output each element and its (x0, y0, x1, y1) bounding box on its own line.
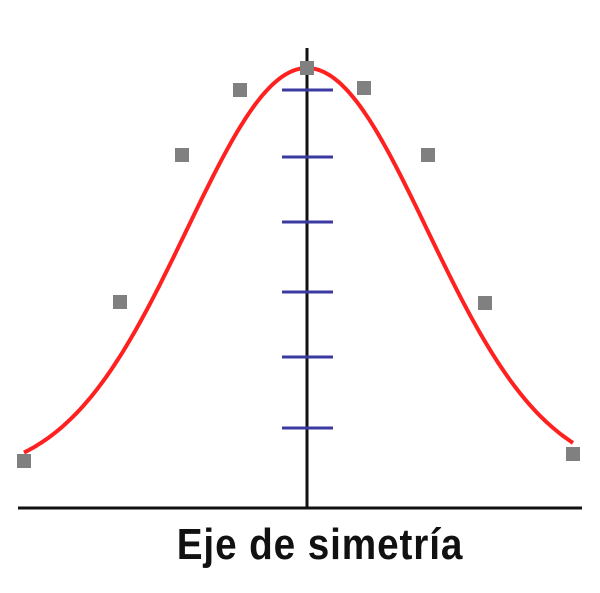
bell-curve (23, 65, 575, 455)
curve-point (113, 295, 127, 309)
curve-point (478, 296, 492, 310)
curve-point (17, 454, 31, 468)
curve-point (175, 148, 189, 162)
curve-point (357, 81, 371, 95)
axis-label: Eje de simetría (176, 520, 464, 569)
curve-point (566, 447, 580, 461)
curve-point (421, 148, 435, 162)
axis-ticks (282, 88, 333, 430)
curve-point (233, 83, 247, 97)
curve-point (300, 61, 314, 75)
curve-points (17, 61, 580, 468)
